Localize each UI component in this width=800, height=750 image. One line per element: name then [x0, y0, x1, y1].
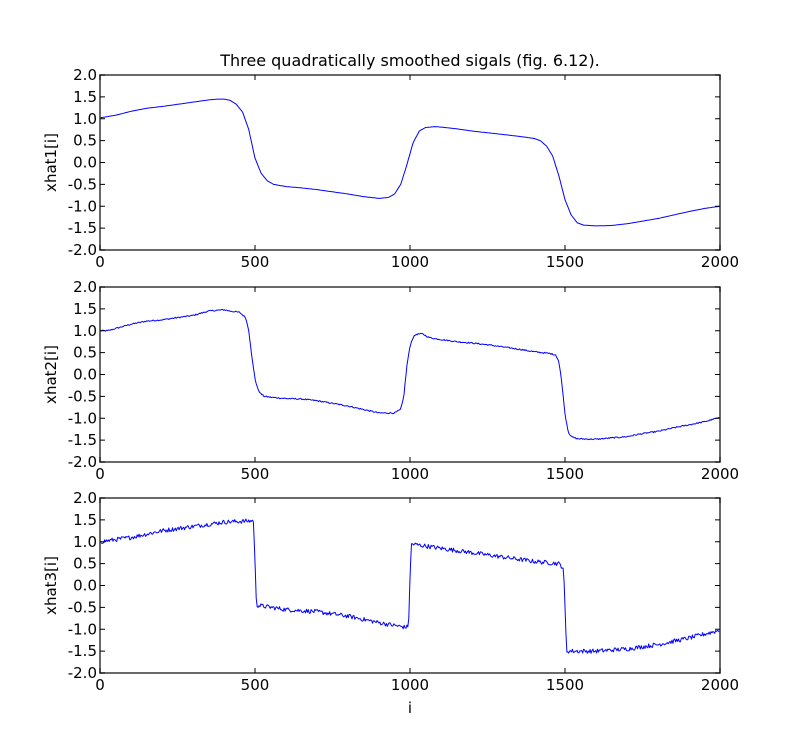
y-axis-label: xhat1[i]: [42, 133, 60, 192]
y-tick-label: -2.0: [68, 453, 97, 471]
y-tick-label: 0.5: [73, 132, 97, 150]
x-tick-label: 0: [95, 676, 105, 694]
y-tick-label: -1.5: [68, 642, 97, 660]
y-tick-label: 0.5: [73, 344, 97, 362]
x-tick-label: 1000: [391, 253, 429, 271]
x-tick-label: 2000: [701, 253, 739, 271]
y-tick-label: 1.0: [73, 322, 97, 340]
y-axis-label: xhat2[i]: [42, 345, 60, 404]
y-tick-label: 2.0: [73, 66, 97, 84]
x-tick-label: 1500: [546, 676, 584, 694]
y-tick-label: -0.5: [68, 387, 97, 405]
x-tick-label: 1500: [546, 465, 584, 483]
y-tick-label: 2.0: [73, 278, 97, 296]
y-tick-label: 1.0: [73, 533, 97, 551]
subplot-xhat3: 2.0 1.5 1.0 0.5 0.0 -0.5 -1.0 -1.5 -2.00 500 1000 1…: [42, 489, 739, 694]
x-tick-label: 2000: [701, 676, 739, 694]
y-tick-label: 0.0: [73, 577, 97, 595]
y-tick-label: -1.5: [68, 431, 97, 449]
subplot-xhat2: 2.0 1.5 1.0 0.5 0.0 -0.5 -1.0 -1.5 -2.00 500 1000 1…: [42, 278, 739, 483]
x-axis-label: i: [408, 699, 412, 717]
y-tick-label: 0.0: [73, 154, 97, 172]
y-tick-label: -1.5: [68, 219, 97, 237]
x-tick-label: 1000: [391, 465, 429, 483]
series-line: [99, 518, 720, 654]
y-axis-label: xhat3[i]: [42, 556, 60, 615]
y-tick-label: -1.0: [68, 197, 97, 215]
y-tick-label: -2.0: [68, 664, 97, 682]
y-tick-label: 0.0: [73, 366, 97, 384]
subplot-xhat1: 2.0 1.5 1.0 0.5 0.0 -0.5 -1.0 -1.5 -2.00 500 1000 1…: [42, 66, 739, 271]
x-tick-label: 0: [95, 465, 105, 483]
y-tick-label: 1.0: [73, 110, 97, 128]
y-tick-label: 0.5: [73, 555, 97, 573]
y-tick-label: 1.5: [73, 300, 97, 318]
x-tick-label: 500: [241, 465, 270, 483]
x-tick-label: 500: [241, 676, 270, 694]
x-tick-label: 2000: [701, 465, 739, 483]
series-line: [99, 98, 721, 227]
x-tick-label: 0: [95, 253, 105, 271]
axes-frame: [99, 286, 721, 463]
x-tick-label: 1500: [546, 253, 584, 271]
series-line: [99, 308, 720, 441]
y-tick-label: -2.0: [68, 241, 97, 259]
y-tick-label: -1.0: [68, 409, 97, 427]
y-tick-label: -0.5: [68, 175, 97, 193]
x-tick-label: 1000: [391, 676, 429, 694]
y-tick-label: 1.5: [73, 88, 97, 106]
y-tick-label: 2.0: [73, 489, 97, 507]
x-tick-label: 500: [241, 253, 270, 271]
y-tick-label: -1.0: [68, 620, 97, 638]
y-tick-label: -0.5: [68, 598, 97, 616]
y-tick-label: 1.5: [73, 511, 97, 529]
chart-title: Three quadratically smoothed sigals (fig…: [219, 51, 600, 70]
